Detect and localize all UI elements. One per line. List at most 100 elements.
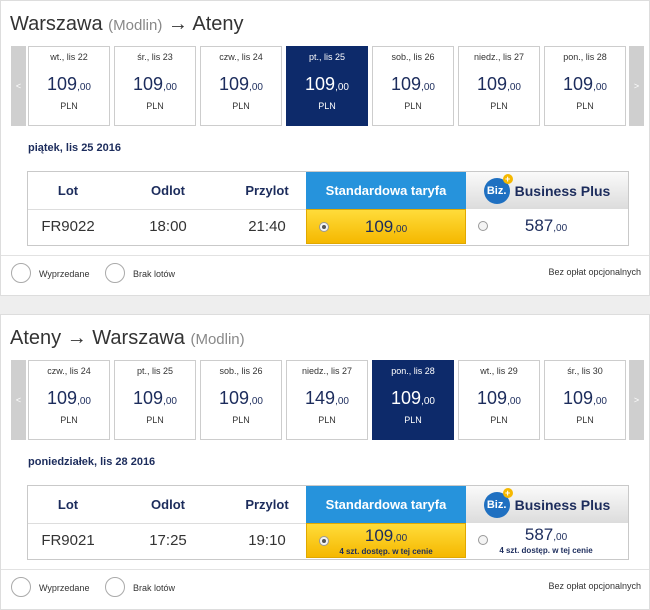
tab-currency: PLN (404, 415, 422, 425)
fees-note: Bez opłat opcjonalnych (548, 267, 641, 277)
tab-day: wt., lis 22 (50, 52, 88, 62)
header-standard: Standardowa taryfa (306, 486, 466, 523)
departure-time: 17:25 (149, 532, 187, 549)
header-flight: Lot (57, 497, 79, 512)
tab-price: 109,00 (459, 388, 539, 409)
date-tab[interactable]: wt., lis 22 109,00 PLN (28, 46, 110, 126)
business-price-cents: ,00 (553, 222, 568, 234)
business-radio[interactable] (478, 535, 488, 545)
tab-price-main: 109 (133, 388, 164, 408)
arrival-time: 19:10 (248, 532, 286, 549)
flight-number: FR9021 (41, 532, 95, 549)
tab-price-main: 109 (47, 388, 78, 408)
header-flight: Lot (57, 183, 79, 198)
business-fare[interactable]: 587,00 (466, 209, 626, 242)
date-tab[interactable]: czw., lis 24 109,00 PLN (200, 46, 282, 126)
tab-price-main: 109 (477, 388, 508, 408)
date-tab[interactable]: czw., lis 24 109,00 PLN (28, 360, 110, 440)
date-tab[interactable]: śr., lis 23 109,00 PLN (114, 46, 196, 126)
departure-time: 18:00 (149, 218, 187, 235)
date-tab[interactable]: pt., lis 25 109,00 PLN (286, 46, 368, 126)
tab-currency: PLN (318, 415, 336, 425)
date-tab[interactable]: sob., lis 26 109,00 PLN (372, 46, 454, 126)
tab-currency: PLN (576, 101, 594, 111)
arrival-time: 21:40 (248, 218, 286, 235)
business-price-cents: ,00 (553, 531, 568, 543)
route-arrow: → (66, 327, 87, 349)
standard-note: 4 szt. dostęp. w tej cenie (339, 546, 433, 556)
standard-radio[interactable] (319, 222, 329, 232)
header-departure: Odlot (151, 183, 185, 198)
business-title: Business Plus (514, 182, 611, 199)
tab-price-main: 109 (563, 388, 594, 408)
business-fare[interactable]: 587,00 4 szt. dostęp. w tej cenie (466, 523, 626, 556)
date-tab[interactable]: pon., lis 28 109,00 PLN (544, 46, 626, 126)
business-price-main: 587 (524, 215, 554, 235)
date-tab[interactable]: niedz., lis 27 109,00 PLN (458, 46, 540, 126)
tab-price: 109,00 (29, 74, 109, 95)
tab-currency: PLN (318, 101, 336, 111)
tab-price-cents: ,00 (421, 82, 435, 93)
standard-radio[interactable] (319, 536, 329, 546)
tab-price-main: 149 (305, 388, 336, 408)
tab-day: niedz., lis 27 (301, 366, 353, 376)
no-flights-text: Brak lotów (133, 269, 176, 279)
tab-price: 109,00 (115, 74, 195, 95)
prev-button[interactable]: < (11, 360, 26, 440)
business-title: Business Plus (514, 496, 611, 513)
tab-day: śr., lis 30 (567, 366, 603, 376)
footer-separator (1, 569, 649, 570)
tab-currency: PLN (232, 101, 250, 111)
standard-fare[interactable]: 109,00 4 szt. dostęp. w tej cenie (306, 523, 466, 558)
tab-day: pt., lis 25 (136, 366, 174, 376)
destination-airport: (Modlin) (190, 331, 245, 348)
tab-price: 109,00 (201, 388, 281, 409)
header-departure: Odlot (151, 497, 185, 512)
tab-price: 109,00 (373, 388, 453, 409)
tab-price-main: 109 (391, 74, 422, 94)
tab-price-cents: ,00 (593, 396, 607, 407)
business-price: 587,00 (525, 216, 567, 236)
date-tab[interactable]: wt., lis 29 109,00 PLN (458, 360, 540, 440)
tab-price: 109,00 (459, 74, 539, 95)
tab-price-main: 109 (477, 74, 508, 94)
biz-logo: Biz. (483, 487, 513, 518)
tab-price-cents: ,00 (249, 82, 263, 93)
date-tab[interactable]: pon., lis 28 109,00 PLN (372, 360, 454, 440)
tab-day: pon., lis 28 (391, 366, 435, 376)
tab-price-cents: ,00 (507, 396, 521, 407)
tab-day: wt., lis 29 (480, 366, 518, 376)
standard-price-main: 109 (364, 216, 394, 236)
next-button[interactable]: > (629, 360, 644, 440)
tab-day: sob., lis 26 (391, 52, 435, 62)
destination-city: Warszawa (92, 327, 185, 349)
tab-price-cents: ,00 (335, 82, 349, 93)
date-tab[interactable]: niedz., lis 27 149,00 PLN (286, 360, 368, 440)
tab-price-main: 109 (133, 74, 164, 94)
fees-note: Bez opłat opcjonalnych (548, 581, 641, 591)
date-label: poniedziałek, lis 28 2016 (28, 456, 156, 468)
tab-price: 109,00 (29, 388, 109, 409)
standard-price-main: 109 (364, 525, 394, 545)
tab-price: 109,00 (115, 388, 195, 409)
origin-city: Ateny (10, 327, 62, 349)
date-tab[interactable]: pt., lis 25 109,00 PLN (114, 360, 196, 440)
business-radio[interactable] (478, 221, 488, 231)
tab-price: 109,00 (545, 74, 625, 95)
tab-currency: PLN (60, 415, 78, 425)
date-tab[interactable]: sob., lis 26 109,00 PLN (200, 360, 282, 440)
tab-price-cents: ,00 (163, 396, 177, 407)
header-standard: Standardowa taryfa (306, 172, 466, 209)
sold-out-text: Wyprzedane (39, 583, 90, 593)
standard-fare[interactable]: 109,00 (306, 209, 466, 244)
prev-button[interactable]: < (11, 46, 26, 126)
tab-currency: PLN (490, 101, 508, 111)
destination-city: Ateny (192, 13, 244, 35)
date-tab[interactable]: śr., lis 30 109,00 PLN (544, 360, 626, 440)
tab-currency: PLN (146, 415, 164, 425)
tab-day: pon., lis 28 (563, 52, 607, 62)
tab-price-main: 109 (391, 388, 422, 408)
next-button[interactable]: > (629, 46, 644, 126)
footer-separator (1, 255, 649, 256)
